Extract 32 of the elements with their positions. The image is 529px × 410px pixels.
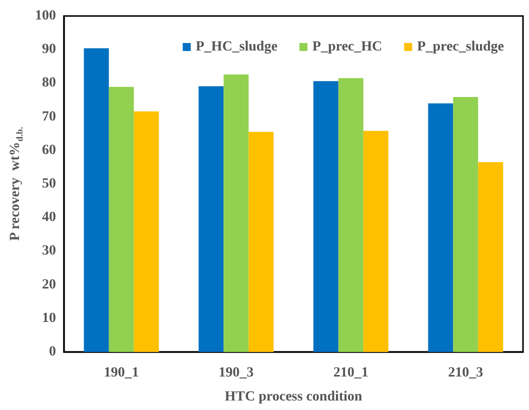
bar bbox=[224, 74, 249, 352]
y-tick-label: 10 bbox=[42, 310, 56, 326]
bar bbox=[453, 96, 478, 352]
bar bbox=[363, 130, 388, 352]
bar bbox=[248, 132, 274, 352]
legend-label: P_prec_HC bbox=[312, 40, 382, 54]
bar bbox=[478, 162, 504, 352]
y-tick-label: 40 bbox=[42, 210, 56, 226]
bar bbox=[134, 111, 159, 352]
x-tick-label: 190_3 bbox=[218, 366, 254, 380]
legend-label: P_prec_sludge bbox=[417, 40, 504, 54]
x-axis-title: HTC process condition bbox=[224, 390, 362, 404]
bar bbox=[428, 103, 454, 352]
y-tick-label: 90 bbox=[42, 42, 56, 58]
y-tick-label: 70 bbox=[42, 109, 56, 124]
y-tick-label: 0 bbox=[49, 344, 56, 360]
y-tick-label: 30 bbox=[42, 244, 56, 259]
x-tick-label: 190_1 bbox=[104, 366, 139, 380]
x-tick-label: 210_3 bbox=[448, 366, 484, 380]
y-tick-label: 60 bbox=[42, 142, 56, 158]
bar bbox=[338, 78, 364, 352]
bar bbox=[198, 86, 224, 352]
y-tick-label: 80 bbox=[42, 76, 56, 91]
y-tick-label: 50 bbox=[42, 176, 56, 192]
bar bbox=[108, 86, 134, 352]
legend-label: P_HC_sludge bbox=[196, 40, 278, 54]
y-tick-label: 20 bbox=[42, 277, 56, 292]
bar bbox=[84, 48, 109, 352]
x-tick-label: 210_1 bbox=[333, 366, 368, 380]
y-tick-label: 100 bbox=[35, 8, 56, 24]
bar bbox=[313, 81, 338, 352]
y-axis-title: P recovery wt%d.b. bbox=[8, 126, 24, 241]
